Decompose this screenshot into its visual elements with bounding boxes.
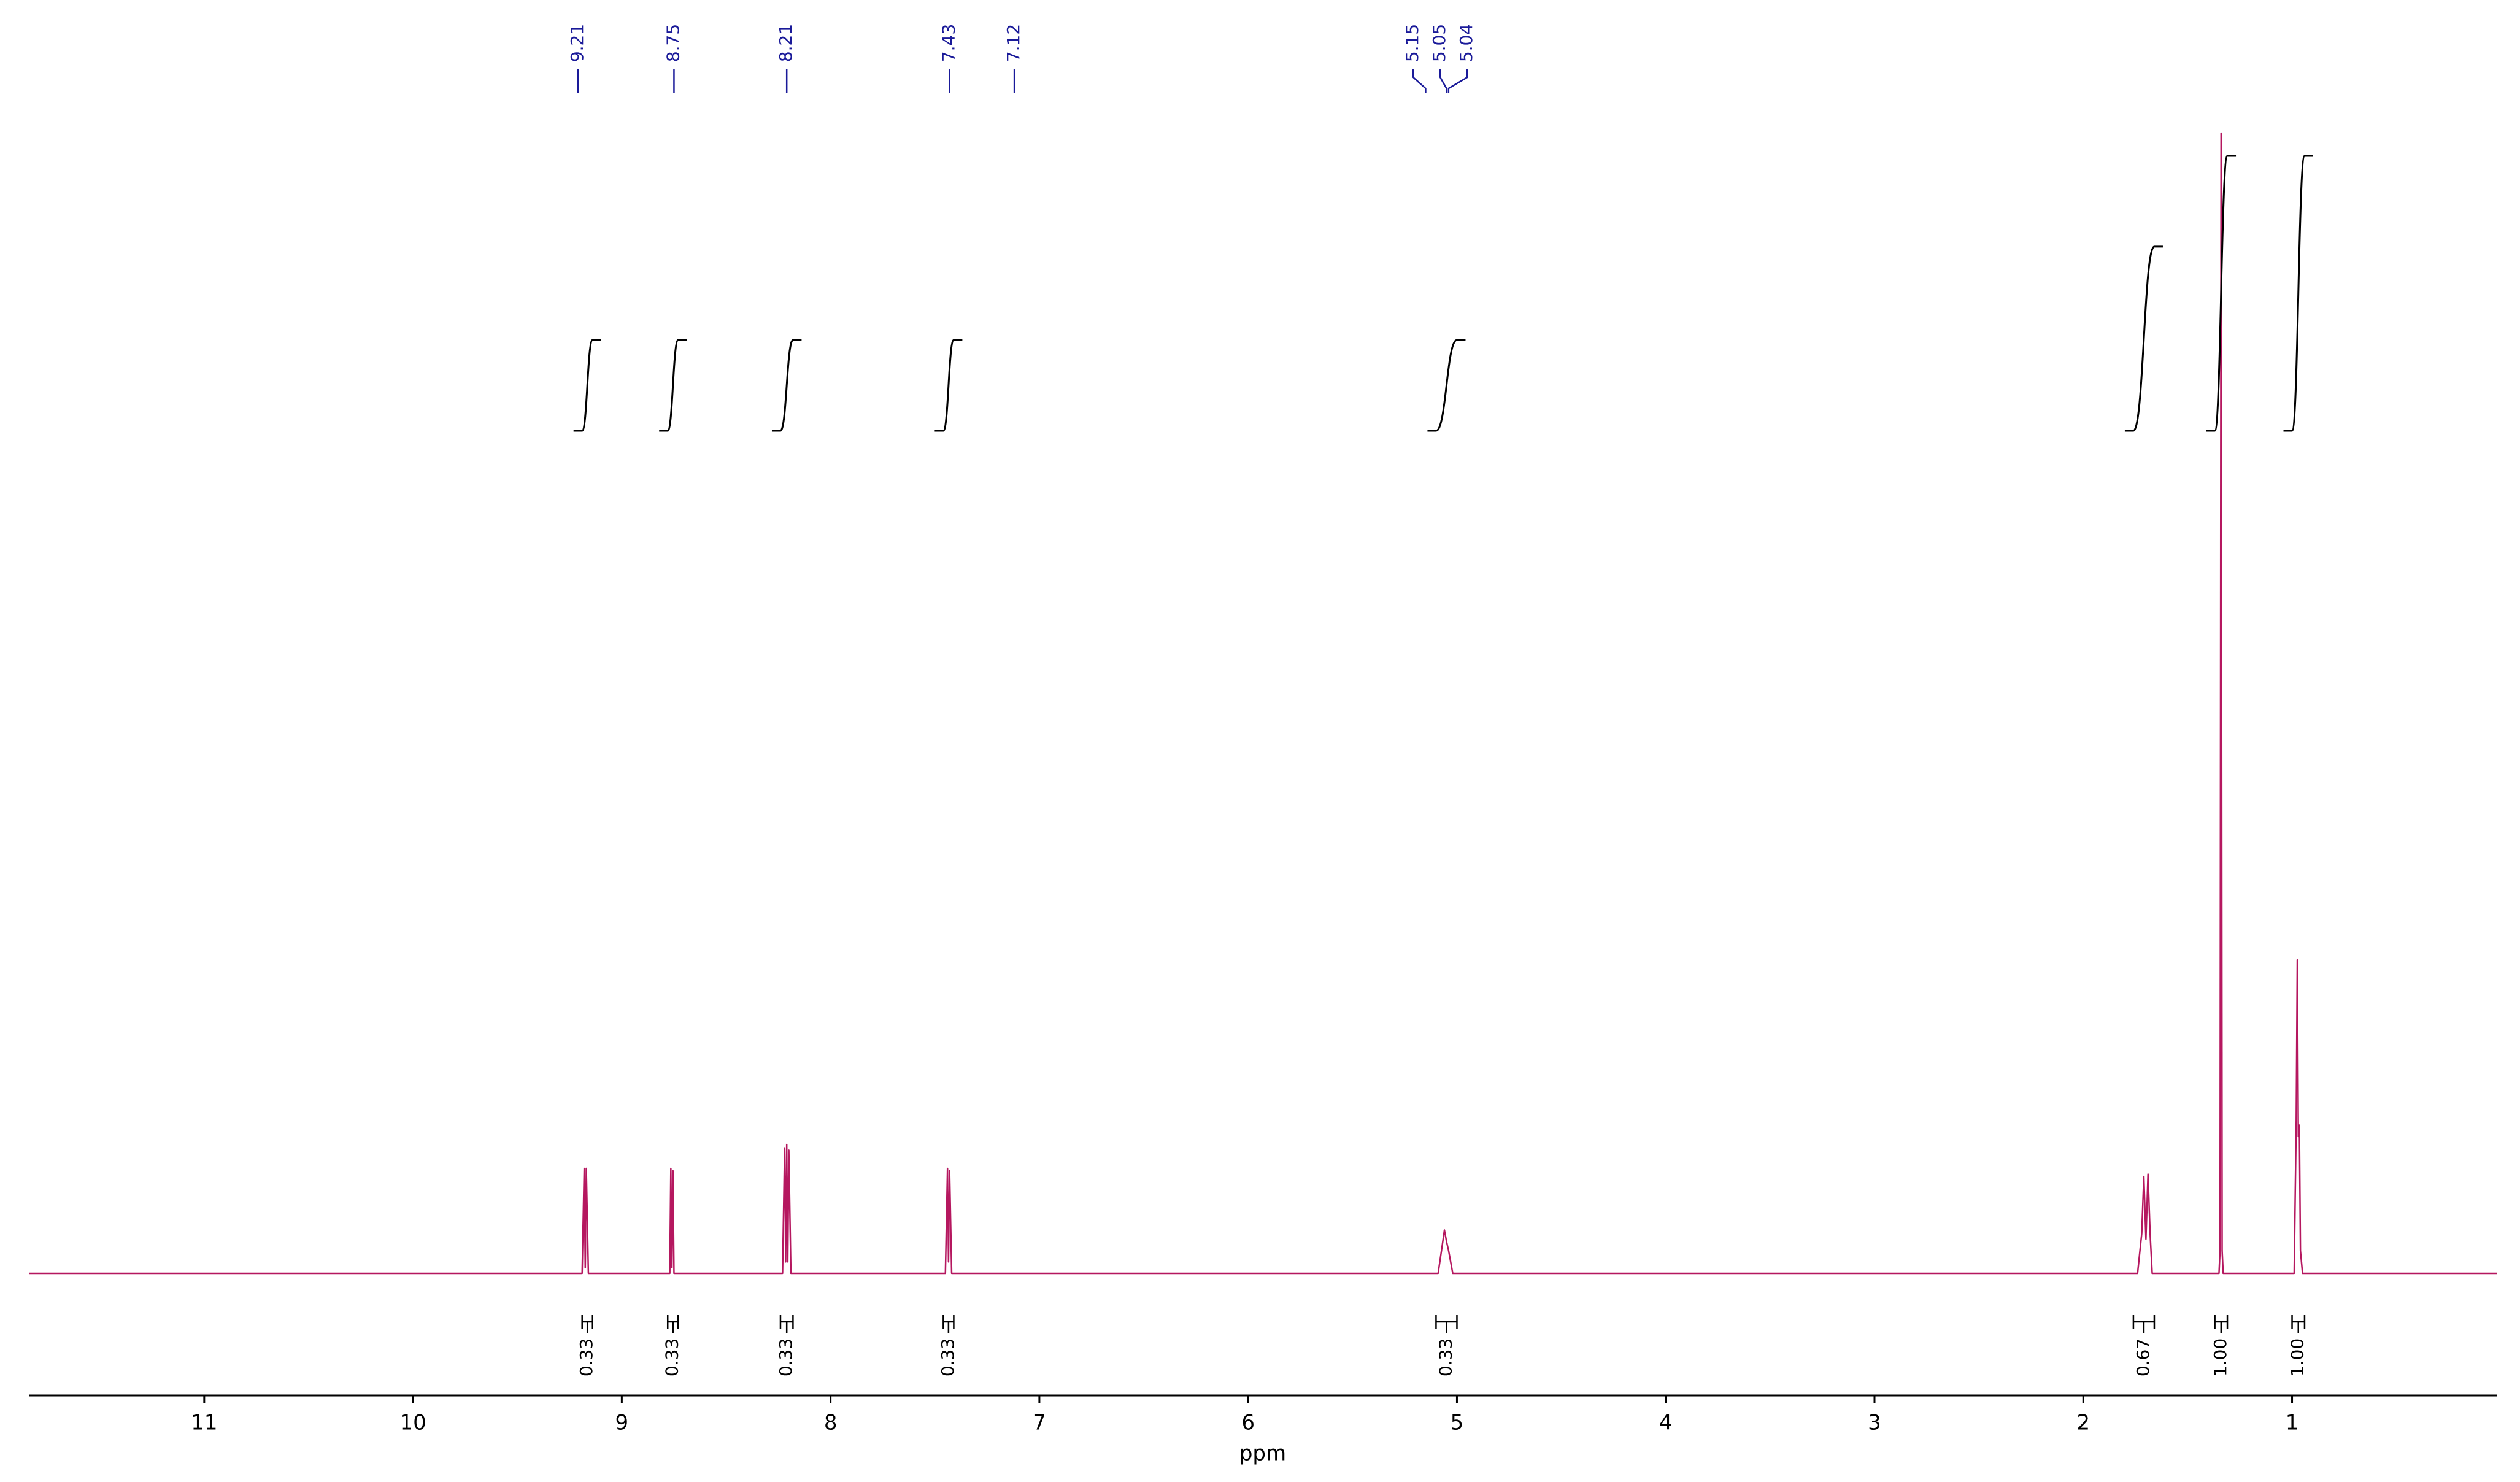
x-tick-label: 3 — [1868, 1411, 1881, 1435]
integral-curve — [2206, 155, 2237, 432]
x-tick-label: 6 — [1241, 1411, 1255, 1435]
peak-label: 7.43 — [939, 24, 959, 62]
integral-label: 0.33 — [938, 1338, 958, 1376]
integral-label: 0.33 — [662, 1338, 682, 1376]
peak-label: 9.21 — [567, 24, 587, 62]
integral-bracket — [2214, 1315, 2229, 1333]
x-tick-label: 1 — [2286, 1411, 2299, 1435]
integral-bracket — [1435, 1315, 1458, 1333]
integral-bracket — [666, 1315, 679, 1333]
integral-curve — [2283, 155, 2313, 432]
x-tick-label: 9 — [615, 1411, 629, 1435]
integral-curve — [573, 339, 601, 432]
integral-label: 1.00 — [2287, 1338, 2308, 1376]
integral-label: 0.67 — [2133, 1338, 2153, 1376]
integral-label: 0.33 — [576, 1338, 596, 1376]
x-tick-label: 10 — [399, 1411, 426, 1435]
integral-label: 1.00 — [2210, 1338, 2230, 1376]
x-tick-label: 8 — [824, 1411, 838, 1435]
integral-curve — [934, 339, 963, 432]
integral-bracket — [581, 1315, 593, 1333]
integral-bracket — [2291, 1315, 2306, 1333]
peak-label-line — [1412, 69, 1427, 93]
x-tick-label: 5 — [1451, 1411, 1464, 1435]
peak-label: 8.75 — [663, 24, 683, 62]
x-tick-label: 4 — [1659, 1411, 1673, 1435]
x-tick-label: 2 — [2076, 1411, 2090, 1435]
peak-label: 7.12 — [1003, 24, 1023, 62]
integral-bracket — [779, 1315, 794, 1333]
integral-bracket — [942, 1315, 955, 1333]
integral-label: 0.33 — [776, 1338, 796, 1376]
peak-label-line — [1439, 69, 1447, 93]
integral-curve — [771, 339, 802, 432]
spectrum-line — [29, 132, 2497, 1275]
x-tick-label: 7 — [1033, 1411, 1046, 1435]
peak-label-line — [1447, 69, 1468, 93]
peak-label: 5.05 — [1429, 24, 1449, 62]
integral-curve — [2124, 245, 2163, 432]
integral-curve — [659, 339, 687, 432]
peak-label: 5.04 — [1456, 24, 1476, 62]
peak-label: 8.21 — [776, 24, 796, 62]
integral-label: 0.33 — [1435, 1338, 1455, 1376]
x-axis-label: ppm — [1239, 1441, 1286, 1466]
integral-bracket — [2132, 1315, 2156, 1333]
x-tick-label: 11 — [191, 1411, 217, 1435]
integral-curve — [1427, 339, 1466, 432]
peak-label: 5.15 — [1402, 24, 1422, 62]
